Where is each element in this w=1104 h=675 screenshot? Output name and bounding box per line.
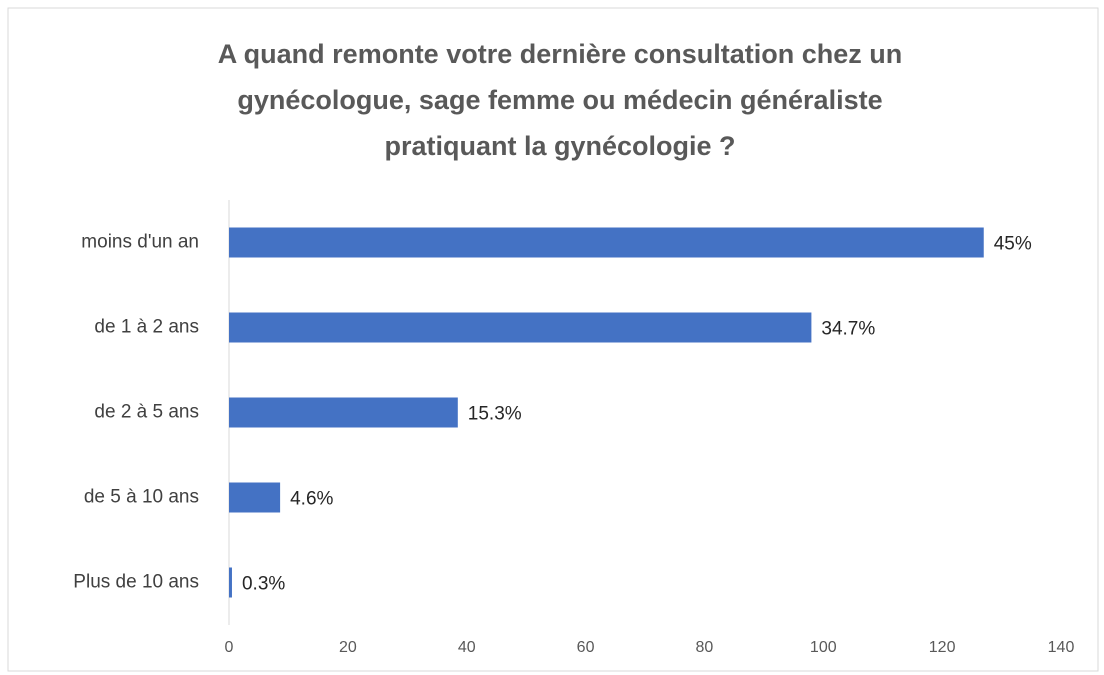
x-tick-label: 80 <box>696 639 714 656</box>
chart-title: pratiquant la gynécologie ? <box>384 131 735 161</box>
data-label: 0.3% <box>242 574 285 595</box>
category-label: de 2 à 5 ans <box>94 402 199 423</box>
category-label: moins d'un an <box>81 232 199 253</box>
bar <box>229 227 984 258</box>
data-label: 34.7% <box>821 319 875 340</box>
bar <box>229 482 281 513</box>
x-tick-label: 20 <box>339 639 357 656</box>
chart-title: gynécologue, sage femme ou médecin génér… <box>237 85 882 115</box>
x-tick-label: 140 <box>1048 639 1075 656</box>
x-tick-label: 60 <box>577 639 595 656</box>
x-tick-label: 40 <box>458 639 476 656</box>
bar <box>229 567 232 598</box>
x-tick-label: 0 <box>225 639 234 656</box>
category-label: de 1 à 2 ans <box>94 317 199 338</box>
data-label: 45% <box>994 234 1032 255</box>
x-tick-label: 100 <box>810 639 837 656</box>
x-tick-label: 120 <box>929 639 956 656</box>
data-label: 4.6% <box>290 489 333 510</box>
category-label: Plus de 10 ans <box>73 572 199 593</box>
category-label: de 5 à 10 ans <box>84 487 199 508</box>
chart-title: A quand remonte votre dernière consultat… <box>218 39 903 69</box>
data-label: 15.3% <box>468 404 522 425</box>
bar <box>229 397 458 428</box>
bar <box>229 312 812 343</box>
